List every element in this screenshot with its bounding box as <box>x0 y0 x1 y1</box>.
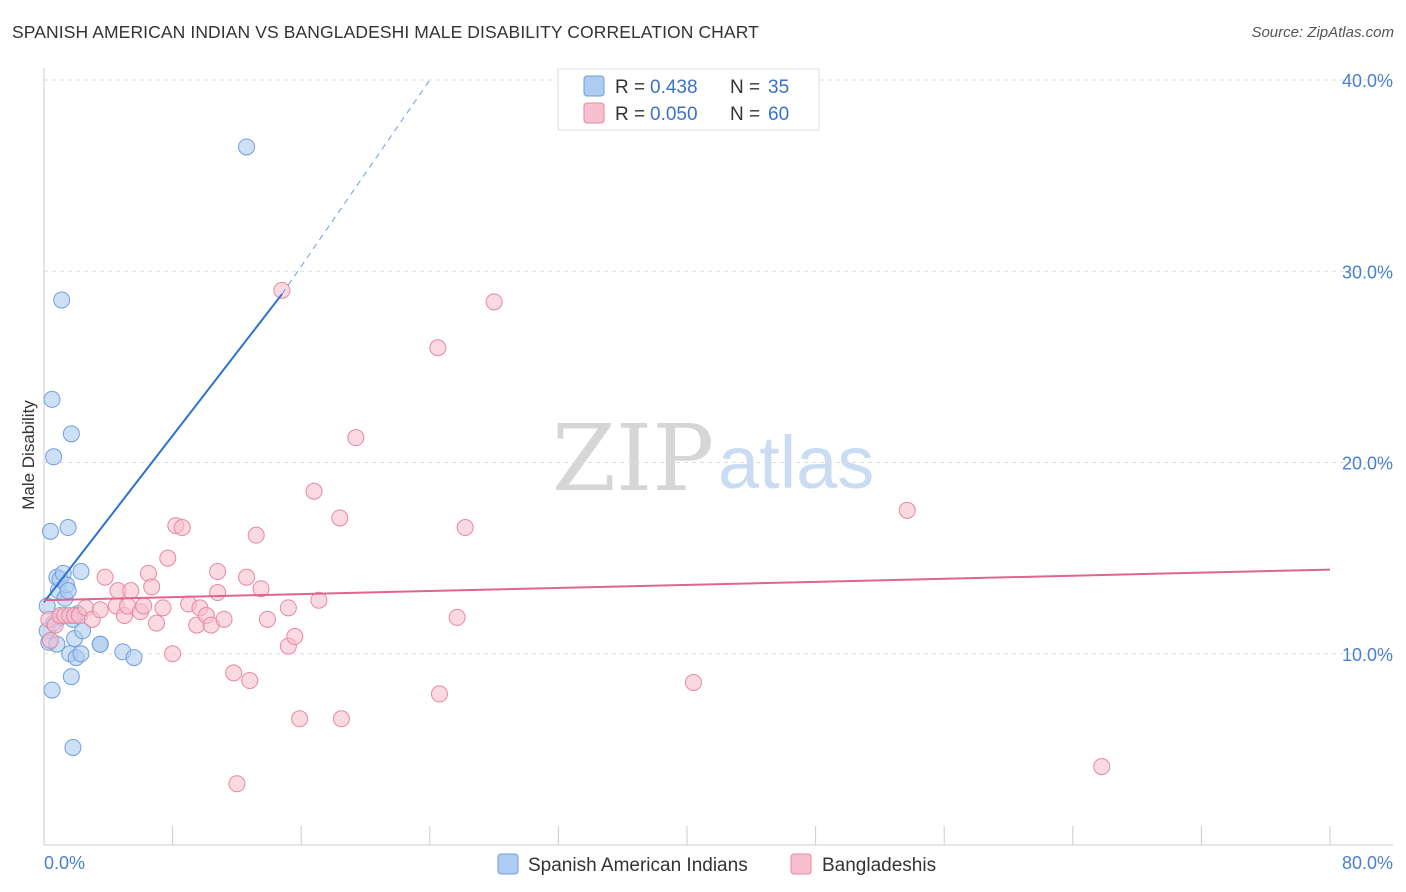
point-spanish-american-indian <box>53 291 71 309</box>
stats-legend-swatch-pink <box>583 102 605 124</box>
legend-label-bangladeshis: Bangladeshis <box>822 855 936 876</box>
point-spanish-american-indian <box>43 681 61 699</box>
point-spanish-american-indian <box>59 582 77 600</box>
axes <box>43 68 1393 846</box>
point-spanish-american-indian <box>125 649 143 667</box>
trend-line-bangladeshis <box>43 568 1331 602</box>
point-bangladeshi <box>485 293 503 311</box>
point-bangladeshi <box>209 563 227 581</box>
point-bangladeshi <box>279 599 297 617</box>
y-axis-label: Male Disability <box>19 400 38 510</box>
point-spanish-american-indian <box>59 519 77 537</box>
point-bangladeshi <box>96 568 114 586</box>
x-tick-marks <box>172 826 1331 845</box>
point-bangladeshi <box>456 519 474 537</box>
legend-label-spanish-american-indians: Spanish American Indians <box>528 855 748 876</box>
point-spanish-american-indian <box>43 390 61 408</box>
point-bangladeshi <box>273 281 291 299</box>
point-bangladeshi <box>684 673 702 691</box>
point-bangladeshi <box>286 628 304 646</box>
point-bangladeshi <box>228 775 246 793</box>
point-bangladeshi <box>247 526 265 544</box>
point-bangladeshi <box>209 584 227 602</box>
point-bangladeshi <box>159 549 177 567</box>
point-spanish-american-indian <box>41 522 59 540</box>
point-spanish-american-indian <box>62 668 80 686</box>
watermark: ZIP atlas <box>552 405 874 512</box>
point-bangladeshi <box>143 578 161 596</box>
point-bangladeshi <box>41 631 59 649</box>
x-tick-label-min: 0.0% <box>44 853 85 873</box>
point-bangladeshi <box>430 685 448 703</box>
stats-legend-n-label: N = <box>730 104 760 125</box>
gridlines <box>44 79 1393 655</box>
source-credit: Source: ZipAtlas.com <box>1251 24 1394 41</box>
point-bangladeshi <box>238 568 256 586</box>
point-bangladeshi <box>91 601 109 619</box>
y-tick-label: 30.0% <box>1342 262 1393 282</box>
point-bangladeshi <box>429 339 447 357</box>
stats-legend-n-value: 35 <box>768 77 789 98</box>
stats-legend-r-label: R = <box>615 104 645 125</box>
point-spanish-american-indian <box>72 645 90 663</box>
trend-lines <box>43 79 1331 603</box>
trend-line-spanish-american-indians <box>43 293 283 603</box>
point-bangladeshi <box>148 614 166 632</box>
point-bangladeshi <box>154 599 172 617</box>
point-bangladeshi <box>225 664 243 682</box>
point-spanish-american-indian <box>91 635 109 653</box>
point-bangladeshi <box>1093 758 1111 776</box>
point-bangladeshi <box>291 710 309 728</box>
point-bangladeshi <box>258 610 276 628</box>
stats-legend-r-label: R = <box>615 77 645 98</box>
point-bangladeshi <box>305 482 323 500</box>
point-spanish-american-indian <box>62 425 80 443</box>
point-bangladeshi <box>331 509 349 527</box>
stats-legend-swatch-blue <box>583 75 605 97</box>
series-bangladeshis <box>40 281 1111 793</box>
y-tick-label: 40.0% <box>1342 71 1393 91</box>
stats-legend-n-label: N = <box>730 77 760 98</box>
point-spanish-american-indian <box>72 563 90 581</box>
point-bangladeshi <box>310 591 328 609</box>
legend-swatch-bangladeshis <box>790 853 812 875</box>
point-bangladeshi <box>241 672 259 690</box>
point-bangladeshi <box>898 501 916 519</box>
chart-title: SPANISH AMERICAN INDIAN VS BANGLADESHI M… <box>12 22 759 42</box>
point-bangladeshi <box>164 645 182 663</box>
point-bangladeshi <box>135 597 153 615</box>
point-bangladeshi <box>215 610 233 628</box>
point-bangladeshi <box>448 608 466 626</box>
point-bangladeshi <box>173 519 191 537</box>
point-bangladeshi <box>252 580 270 598</box>
stats-legend-r-value: 0.438 <box>650 77 698 98</box>
point-spanish-american-indian <box>64 738 82 756</box>
stats-legend-r-value: 0.050 <box>650 104 698 125</box>
series-legend: Spanish American Indians Bangladeshis <box>497 853 936 876</box>
legend-swatch-spanish-american-indians <box>497 853 519 875</box>
trend-line-extension-spanish-american-indians <box>281 79 431 295</box>
stats-legend-n-value: 60 <box>768 104 789 125</box>
y-tick-label: 20.0% <box>1342 454 1393 474</box>
x-tick-label-max: 80.0% <box>1342 853 1393 873</box>
stats-legend: R = 0.438 N = 35 R = 0.050 N = 60 <box>557 68 820 131</box>
point-spanish-american-indian <box>45 448 63 466</box>
point-bangladeshi <box>122 582 140 600</box>
watermark-zip: ZIP <box>552 405 714 512</box>
point-spanish-american-indian <box>238 138 256 156</box>
point-bangladeshi <box>332 710 350 728</box>
point-bangladeshi <box>347 429 365 447</box>
y-tick-labels: 10.0% 20.0% 30.0% 40.0% <box>1342 71 1393 665</box>
series-spanish-american-indians <box>38 138 256 756</box>
y-tick-label: 10.0% <box>1342 645 1393 665</box>
